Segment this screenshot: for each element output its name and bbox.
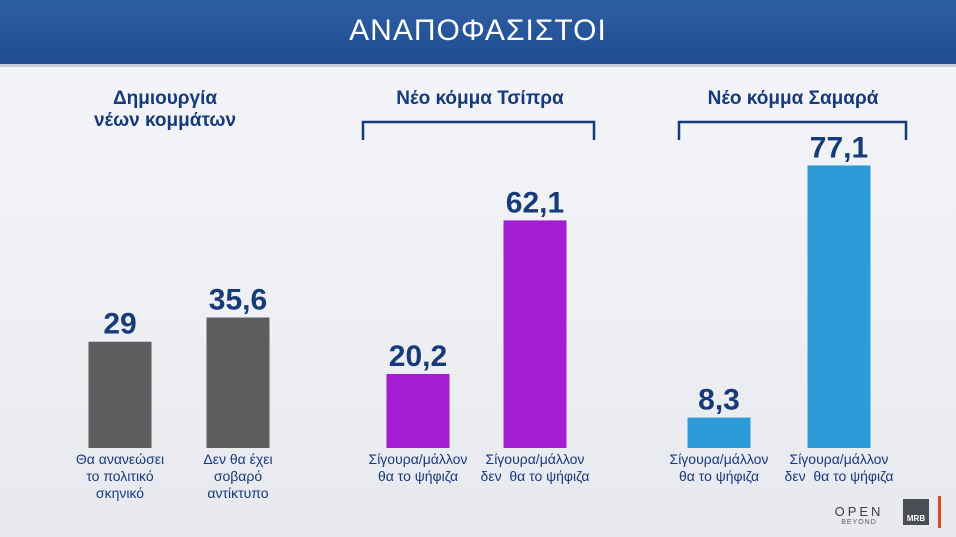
bar (687, 417, 751, 448)
bar (807, 165, 871, 448)
bar-category-label: Σίγουρα/μάλλον δεν θα το ψήφιζα (779, 451, 899, 485)
bar-category-label-line: αντίκτυπο (207, 485, 269, 501)
header-divider (0, 64, 956, 67)
bars-layer: 29 35,6 20,2 62,1 8,3 77,1 (88, 131, 871, 448)
bar-category-label-line: θα το ψήφιζα (678, 468, 760, 484)
bar-category-label: Θα ανανεώσει το πολιτικό σκηνικό (60, 451, 180, 502)
bar-category-label-line: Θα ανανεώσει (75, 451, 165, 467)
page-title: ΑΝΑΠΟΦΑΣΙΣΤΟΙ (349, 14, 607, 47)
bracket-samaras (677, 120, 908, 140)
group-title-line: Δημιουργία (112, 88, 218, 109)
group-title-tsipras: Νέο κόμμα Τσίπρα (396, 88, 564, 109)
bar-category-label-line: θα το ψήφιζα (377, 468, 459, 484)
bar-category-label-line: δεν θα το ψήφιζα (480, 468, 590, 484)
bar (503, 220, 567, 448)
open-logo: OPEN (834, 504, 884, 519)
group-title-new-parties: Δημιουργία νέων κομμάτων (60, 88, 270, 132)
bar-value-label: 77,1 (810, 131, 868, 164)
logo-accent-bar (938, 496, 941, 528)
bar-category-label: Δεν θα έχει σοβαρό αντίκτυπο (178, 451, 298, 502)
bar-value-label: 8,3 (698, 384, 740, 417)
open-logo-subtitle: BEYOND (841, 519, 877, 526)
bar-category-label-line: σκηνικό (95, 485, 145, 501)
bar-value-label: 62,1 (506, 186, 564, 219)
bar-category-label: Σίγουρα/μάλλον θα το ψήφιζα (358, 451, 478, 485)
bar-category-label-line: Σίγουρα/μάλλον (368, 451, 468, 467)
bar-value-label: 35,6 (209, 284, 267, 317)
bar-category-label-line: το πολιτικό (86, 468, 154, 484)
bar (206, 317, 270, 448)
group-title-line: νέων κομμάτων (93, 110, 237, 131)
group-title-samaras: Νέο κόμμα Σαμαρά (707, 88, 879, 109)
bar-category-label-line: Δεν θα έχει (203, 451, 273, 467)
bar-category-label: Σίγουρα/μάλλον δεν θα το ψήφιζα (475, 451, 595, 485)
header-banner: ΑΝΑΠΟΦΑΣΙΣΤΟΙ (0, 0, 956, 64)
bar-category-label-line: Σίγουρα/μάλλον (669, 451, 769, 467)
bar (88, 341, 152, 448)
bracket-tsipras (361, 120, 596, 140)
bar-category-label: Σίγουρα/μάλλον θα το ψήφιζα (659, 451, 779, 485)
bar (386, 373, 450, 448)
bar-category-label-line: δεν θα το ψήφιζα (784, 468, 894, 484)
bar-value-label: 29 (103, 308, 136, 341)
bar-category-label-line: σοβαρό (213, 468, 263, 484)
bar-category-label-line: Σίγουρα/μάλλον (485, 451, 585, 467)
mrb-logo: MRB (903, 499, 929, 525)
bar-value-label: 20,2 (389, 340, 447, 373)
bar-category-label-line: Σίγουρα/μάλλον (789, 451, 889, 467)
